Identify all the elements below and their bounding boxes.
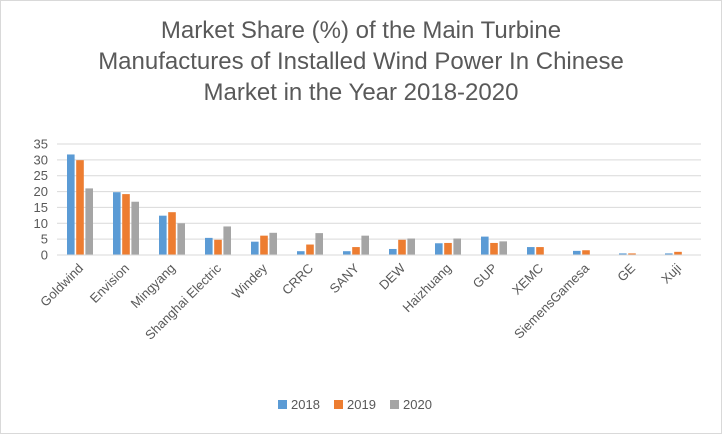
bar-2018-mingyang [159,215,167,255]
chart-title: Market Share (%) of the Main Turbine Man… [98,17,624,106]
y-tick-label: 15 [34,200,48,215]
x-tick-label: Windey [229,260,271,302]
y-tick-label: 5 [41,232,48,247]
y-tick-label: 25 [34,168,48,183]
bar-2019-xuji [674,251,682,255]
bar-2018-dew [389,248,397,255]
bar-2018-shanghai-electric [205,237,213,255]
bar-2020-mingyang [177,223,185,255]
x-tick-label: CRRC [279,261,316,298]
legend-swatch-2018 [278,400,287,409]
x-tick-label: GE [614,260,638,284]
bar-2019-haizhuang [444,242,452,255]
bar-2018-haizhuang [435,243,443,255]
legend-label-2020: 2020 [403,397,432,412]
bar-2019-windey [260,235,268,255]
bar-2018-envision [113,192,121,255]
bar-2020-haizhuang [453,238,461,255]
bar-2019-ge [628,253,636,255]
bar-2019-siemensgamesa [582,250,590,255]
bar-2018-ge [619,253,627,255]
legend-label-2018: 2018 [291,397,320,412]
bar-2019-envision [122,194,130,255]
bar-2020-dew [407,238,415,255]
legend-swatch-2020 [390,400,399,409]
bar-2020-envision [131,201,139,255]
bar-2018-xuji [665,253,673,255]
bar-2018-sany [343,251,351,255]
bar-2018-gup [481,236,489,255]
bar-2019-dew [398,239,406,255]
bar-2019-crrc [306,244,314,255]
y-tick-label: 10 [34,216,48,231]
bar-2019-xemc [536,247,544,255]
x-tick-label: XEMC [509,261,546,298]
bar-2020-gup [499,241,507,255]
bar-2020-crrc [315,233,323,255]
bar-2019-gup [490,242,498,255]
x-tick-label: Xuji [658,260,684,286]
y-tick-label: 30 [34,152,48,167]
bar-2018-xemc [527,247,535,255]
bar-2018-crrc [297,251,305,255]
bar-2018-siemensgamesa [573,250,581,255]
x-tick-label: Goldwind [37,261,86,310]
bar-2019-goldwind [76,160,84,255]
legend-label-2019: 2019 [347,397,376,412]
bar-2020-sany [361,235,369,255]
bar-2018-goldwind [67,154,75,255]
bar-2020-shanghai-electric [223,226,231,255]
bar-2018-windey [251,241,259,255]
x-tick-label: GUP [470,261,501,292]
x-tick-label: Envision [87,261,132,306]
y-tick-label: 20 [34,184,48,199]
bar-2020-windey [269,232,277,255]
x-tick-label: Haizhuang [400,261,455,316]
bar-2019-sany [352,247,360,255]
x-tick-label: SANY [326,260,362,296]
bar-2020-goldwind [85,188,93,255]
y-tick-label: 0 [41,248,48,263]
y-tick-label: 35 [34,137,48,152]
bar-2019-mingyang [168,212,176,255]
x-tick-label: DEW [376,260,409,293]
bar-2019-shanghai-electric [214,239,222,255]
legend-swatch-2019 [334,400,343,409]
